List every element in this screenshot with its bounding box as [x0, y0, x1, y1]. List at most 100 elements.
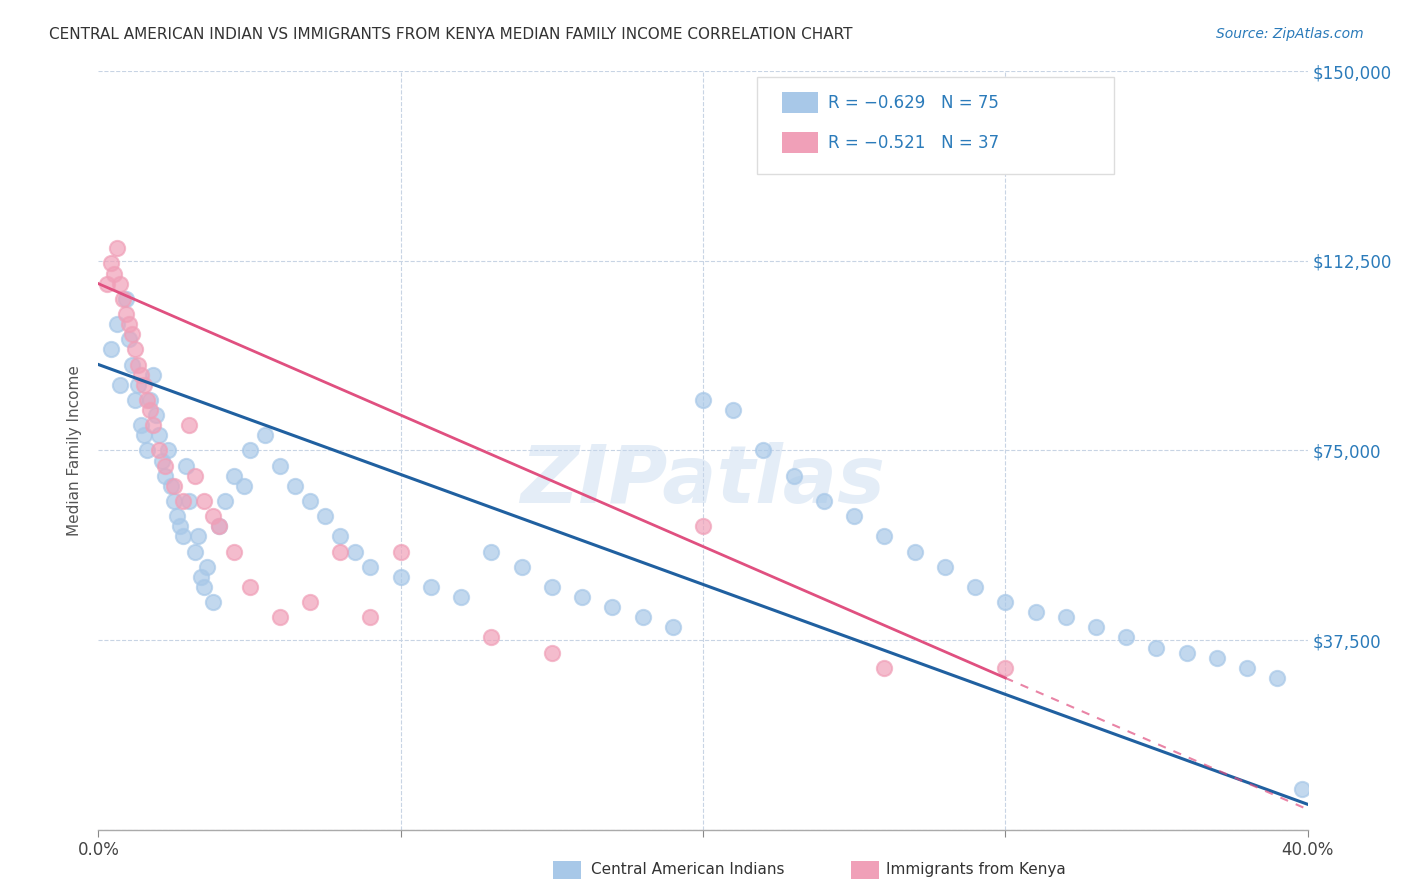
- Point: [111, 292, 134, 306]
- Point: [360, 610, 382, 624]
- Point: [108, 277, 131, 291]
- Point: [174, 458, 197, 473]
- Point: [132, 377, 155, 392]
- Point: [314, 509, 336, 524]
- Point: [96, 277, 118, 291]
- Point: [602, 600, 624, 615]
- Point: [540, 580, 562, 594]
- Point: [752, 443, 775, 458]
- Point: [193, 580, 215, 594]
- Point: [389, 544, 412, 558]
- Point: [450, 590, 472, 604]
- Text: CENTRAL AMERICAN INDIAN VS IMMIGRANTS FROM KENYA MEDIAN FAMILY INCOME CORRELATIO: CENTRAL AMERICAN INDIAN VS IMMIGRANTS FR…: [49, 27, 852, 42]
- Point: [965, 580, 987, 594]
- Point: [163, 494, 186, 508]
- Point: [420, 580, 443, 594]
- Y-axis label: Median Family Income: Median Family Income: [67, 365, 83, 536]
- Point: [299, 494, 322, 508]
- Point: [232, 479, 254, 493]
- Point: [239, 580, 262, 594]
- Point: [239, 443, 262, 458]
- Point: [142, 368, 165, 382]
- Point: [994, 661, 1017, 675]
- Point: [172, 529, 194, 543]
- Point: [1024, 605, 1046, 619]
- Text: Source: ZipAtlas.com: Source: ZipAtlas.com: [1216, 27, 1364, 41]
- Text: R = −0.629   N = 75: R = −0.629 N = 75: [828, 95, 998, 112]
- Text: R = −0.521   N = 37: R = −0.521 N = 37: [828, 134, 998, 152]
- Point: [208, 519, 231, 533]
- Point: [344, 544, 367, 558]
- Point: [1206, 650, 1229, 665]
- Point: [994, 595, 1017, 609]
- Point: [166, 509, 188, 524]
- Point: [208, 519, 231, 533]
- Point: [129, 368, 152, 382]
- Point: [1175, 646, 1198, 660]
- Point: [692, 392, 714, 407]
- Point: [103, 267, 125, 281]
- Point: [202, 595, 225, 609]
- Point: [934, 559, 956, 574]
- Point: [153, 458, 176, 473]
- Point: [224, 544, 246, 558]
- Point: [661, 620, 683, 634]
- Point: [269, 458, 291, 473]
- Point: [1115, 631, 1137, 645]
- Point: [153, 468, 176, 483]
- Point: [148, 428, 170, 442]
- Text: Immigrants from Kenya: Immigrants from Kenya: [886, 863, 1066, 877]
- Point: [269, 610, 291, 624]
- Point: [129, 418, 152, 433]
- Text: Central American Indians: Central American Indians: [591, 863, 785, 877]
- Point: [1236, 661, 1258, 675]
- Point: [253, 428, 276, 442]
- Point: [124, 343, 146, 357]
- Point: [299, 595, 322, 609]
- Point: [187, 529, 209, 543]
- Point: [156, 443, 179, 458]
- Point: [121, 327, 143, 342]
- Point: [124, 392, 146, 407]
- Point: [224, 468, 246, 483]
- Point: [142, 418, 165, 433]
- Point: [127, 358, 149, 372]
- Point: [284, 479, 307, 493]
- Point: [873, 529, 896, 543]
- Point: [100, 343, 122, 357]
- Point: [329, 544, 352, 558]
- Point: [145, 408, 167, 422]
- FancyBboxPatch shape: [758, 77, 1114, 174]
- Text: ZIPatlas: ZIPatlas: [520, 442, 886, 520]
- Point: [540, 646, 562, 660]
- Point: [904, 544, 927, 558]
- Point: [193, 494, 215, 508]
- Point: [783, 468, 806, 483]
- Point: [571, 590, 593, 604]
- Point: [105, 317, 128, 331]
- Point: [139, 392, 162, 407]
- Point: [813, 494, 835, 508]
- Point: [160, 479, 183, 493]
- Point: [105, 241, 128, 255]
- Point: [1144, 640, 1167, 655]
- Point: [163, 479, 186, 493]
- Point: [114, 307, 136, 321]
- Point: [360, 559, 382, 574]
- Point: [1085, 620, 1108, 634]
- Point: [481, 631, 503, 645]
- Point: [389, 570, 412, 584]
- Point: [150, 453, 173, 467]
- Point: [179, 418, 201, 433]
- Point: [190, 570, 212, 584]
- Point: [1054, 610, 1077, 624]
- Point: [148, 443, 170, 458]
- Point: [329, 529, 352, 543]
- Point: [179, 494, 201, 508]
- Point: [118, 332, 141, 346]
- Point: [108, 377, 131, 392]
- Point: [121, 358, 143, 372]
- Point: [127, 377, 149, 392]
- Point: [184, 544, 207, 558]
- Point: [873, 661, 896, 675]
